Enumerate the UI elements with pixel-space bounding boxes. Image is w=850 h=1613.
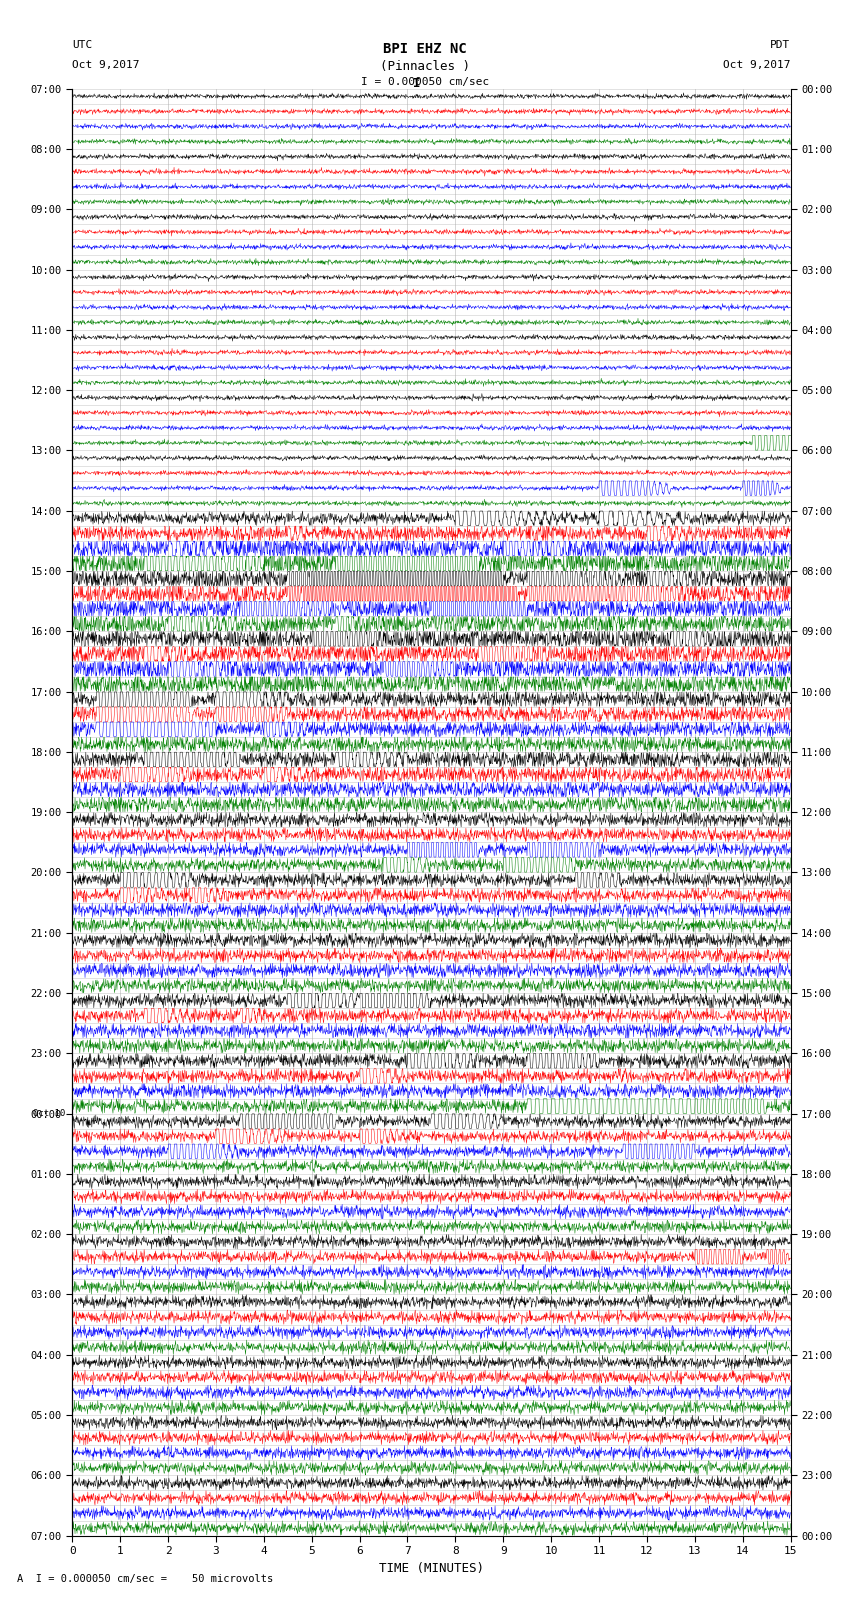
Text: PDT: PDT <box>770 40 790 50</box>
Text: Oct 9,2017: Oct 9,2017 <box>72 60 139 69</box>
Text: I = 0.000050 cm/sec: I = 0.000050 cm/sec <box>361 77 489 87</box>
Text: Oct 10: Oct 10 <box>33 1110 65 1118</box>
Text: A  I = 0.000050 cm/sec =    50 microvolts: A I = 0.000050 cm/sec = 50 microvolts <box>17 1574 273 1584</box>
Text: I: I <box>413 77 420 90</box>
Text: Oct 9,2017: Oct 9,2017 <box>723 60 791 69</box>
Text: UTC: UTC <box>72 40 93 50</box>
Text: BPI EHZ NC: BPI EHZ NC <box>383 42 467 56</box>
X-axis label: TIME (MINUTES): TIME (MINUTES) <box>379 1561 484 1574</box>
Text: (Pinnacles ): (Pinnacles ) <box>380 60 470 73</box>
